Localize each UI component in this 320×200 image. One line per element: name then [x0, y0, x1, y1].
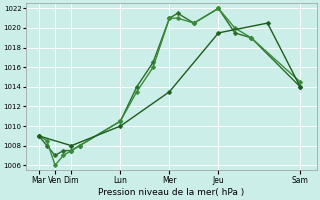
X-axis label: Pression niveau de la mer( hPa ): Pression niveau de la mer( hPa )	[98, 188, 244, 197]
